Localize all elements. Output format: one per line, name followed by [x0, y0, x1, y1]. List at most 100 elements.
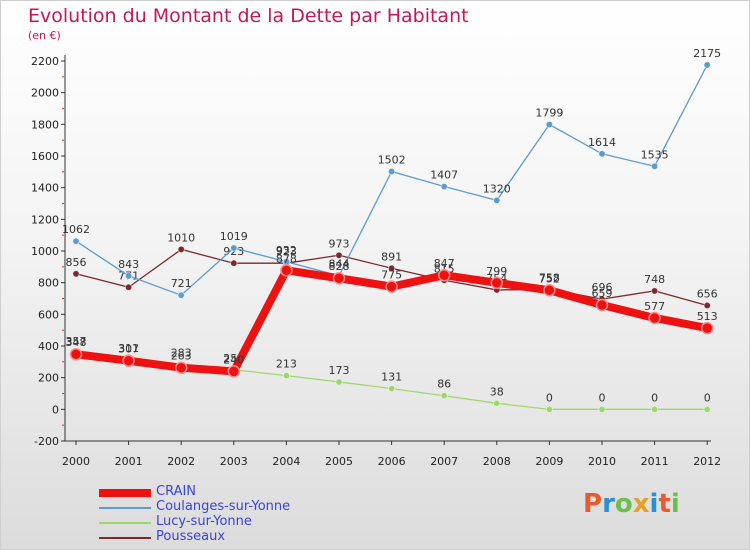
legend-label: Coulanges-sur-Yonne: [156, 499, 291, 514]
data-label: 1407: [430, 169, 458, 182]
data-label: 311: [118, 342, 139, 355]
data-label: 513: [697, 310, 718, 323]
data-label: 213: [276, 358, 297, 371]
data-label: 752: [539, 272, 560, 285]
data-point: [703, 61, 711, 69]
data-point: [230, 244, 238, 252]
data-label: 1010: [167, 231, 195, 244]
data-label: 923: [223, 245, 244, 258]
data-point: [545, 120, 554, 129]
data-label: 0: [651, 391, 658, 404]
data-label: 656: [697, 287, 718, 300]
data-point: [177, 245, 185, 254]
data-label: 843: [118, 258, 139, 271]
data-label: 357: [66, 335, 87, 348]
data-label: 0: [546, 391, 553, 404]
data-point: [177, 291, 185, 299]
x-tick-label: 2004: [272, 455, 300, 468]
data-label: 240: [223, 353, 244, 366]
data-label: 283: [171, 347, 192, 360]
data-point: [125, 272, 133, 280]
data-point: [490, 276, 504, 290]
data-point: [282, 372, 290, 380]
legend-label: Pousseaux: [156, 529, 226, 544]
y-tick-label: 2000: [31, 87, 59, 100]
series-pousseaux: 8567711010923923973891815754758696748656: [66, 231, 718, 310]
logo-letter: x: [632, 489, 650, 519]
logo-letter: i: [649, 489, 659, 519]
proxiti-logo: Proxiti: [583, 489, 680, 519]
x-tick-label: 2008: [483, 455, 511, 468]
data-point: [543, 284, 556, 297]
data-point: [125, 283, 133, 291]
data-label: 799: [486, 265, 507, 278]
data-point: [122, 354, 135, 367]
data-label: 1614: [588, 136, 616, 149]
data-label: 348: [66, 336, 87, 349]
y-tick-label: 1400: [31, 182, 59, 195]
data-label: 307: [118, 343, 139, 356]
x-tick-label: 2003: [220, 455, 248, 468]
data-label: 0: [704, 391, 711, 404]
data-point: [385, 280, 398, 293]
data-label: 878: [276, 252, 297, 265]
data-label: 2175: [693, 47, 721, 60]
data-label: 721: [171, 277, 192, 290]
data-point: [650, 162, 659, 170]
data-label: 1799: [535, 106, 563, 119]
data-label: 131: [381, 371, 402, 384]
y-tick-label: 600: [38, 308, 59, 321]
data-point: [280, 264, 293, 277]
y-tick-label: -200: [34, 435, 59, 448]
unit-label: (en €): [28, 29, 61, 42]
logo-letter: r: [602, 489, 615, 519]
data-point: [598, 405, 606, 413]
data-label: 696: [592, 281, 613, 294]
x-tick-label: 2002: [167, 455, 195, 468]
data-label: 828: [329, 260, 350, 273]
data-label: 758: [539, 271, 560, 284]
x-tick-label: 2000: [62, 455, 90, 468]
data-label: 1502: [378, 154, 406, 167]
data-label: 173: [329, 364, 350, 377]
data-point: [440, 392, 448, 400]
y-tick-label: 1000: [31, 245, 59, 258]
data-point: [335, 251, 343, 259]
data-point: [545, 405, 554, 413]
data-point: [703, 301, 711, 310]
data-label: 263: [171, 350, 192, 363]
data-point: [437, 268, 451, 282]
data-point: [700, 321, 714, 335]
legend-swatch: [99, 537, 151, 539]
logo-letter: i: [670, 489, 680, 519]
data-point: [387, 167, 396, 176]
data-label: 0: [599, 391, 606, 404]
x-tick-label: 2005: [325, 455, 353, 468]
data-point: [387, 264, 396, 272]
x-tick-label: 2010: [588, 455, 616, 468]
chart-title: Evolution du Montant de la Dette par Hab…: [28, 5, 469, 27]
data-label: 856: [66, 256, 87, 269]
data-label: 1062: [62, 223, 90, 236]
logo-letter: P: [583, 489, 603, 519]
data-label: 923: [276, 245, 297, 258]
data-point: [598, 150, 606, 158]
legend-label: Lucy-sur-Yonne: [156, 514, 252, 529]
data-point: [335, 378, 343, 386]
data-point: [230, 259, 238, 267]
data-point: [650, 405, 659, 413]
data-label: 844: [329, 258, 350, 271]
data-label: 932: [276, 244, 297, 257]
series-coulanges-sur-yonne: 1062 843 721 1019 932 844 1502 1407 1320 1799 1614…: [62, 47, 721, 299]
data-point: [493, 196, 501, 204]
data-point: [493, 399, 501, 407]
data-point: [650, 287, 659, 295]
data-point: [440, 182, 448, 191]
y-tick-label: 1800: [31, 118, 59, 131]
data-label: 973: [329, 237, 350, 250]
data-point: [703, 405, 711, 413]
y-tick-label: 2200: [31, 55, 59, 68]
y-tick-label: 200: [38, 372, 59, 385]
data-point: [72, 237, 80, 245]
